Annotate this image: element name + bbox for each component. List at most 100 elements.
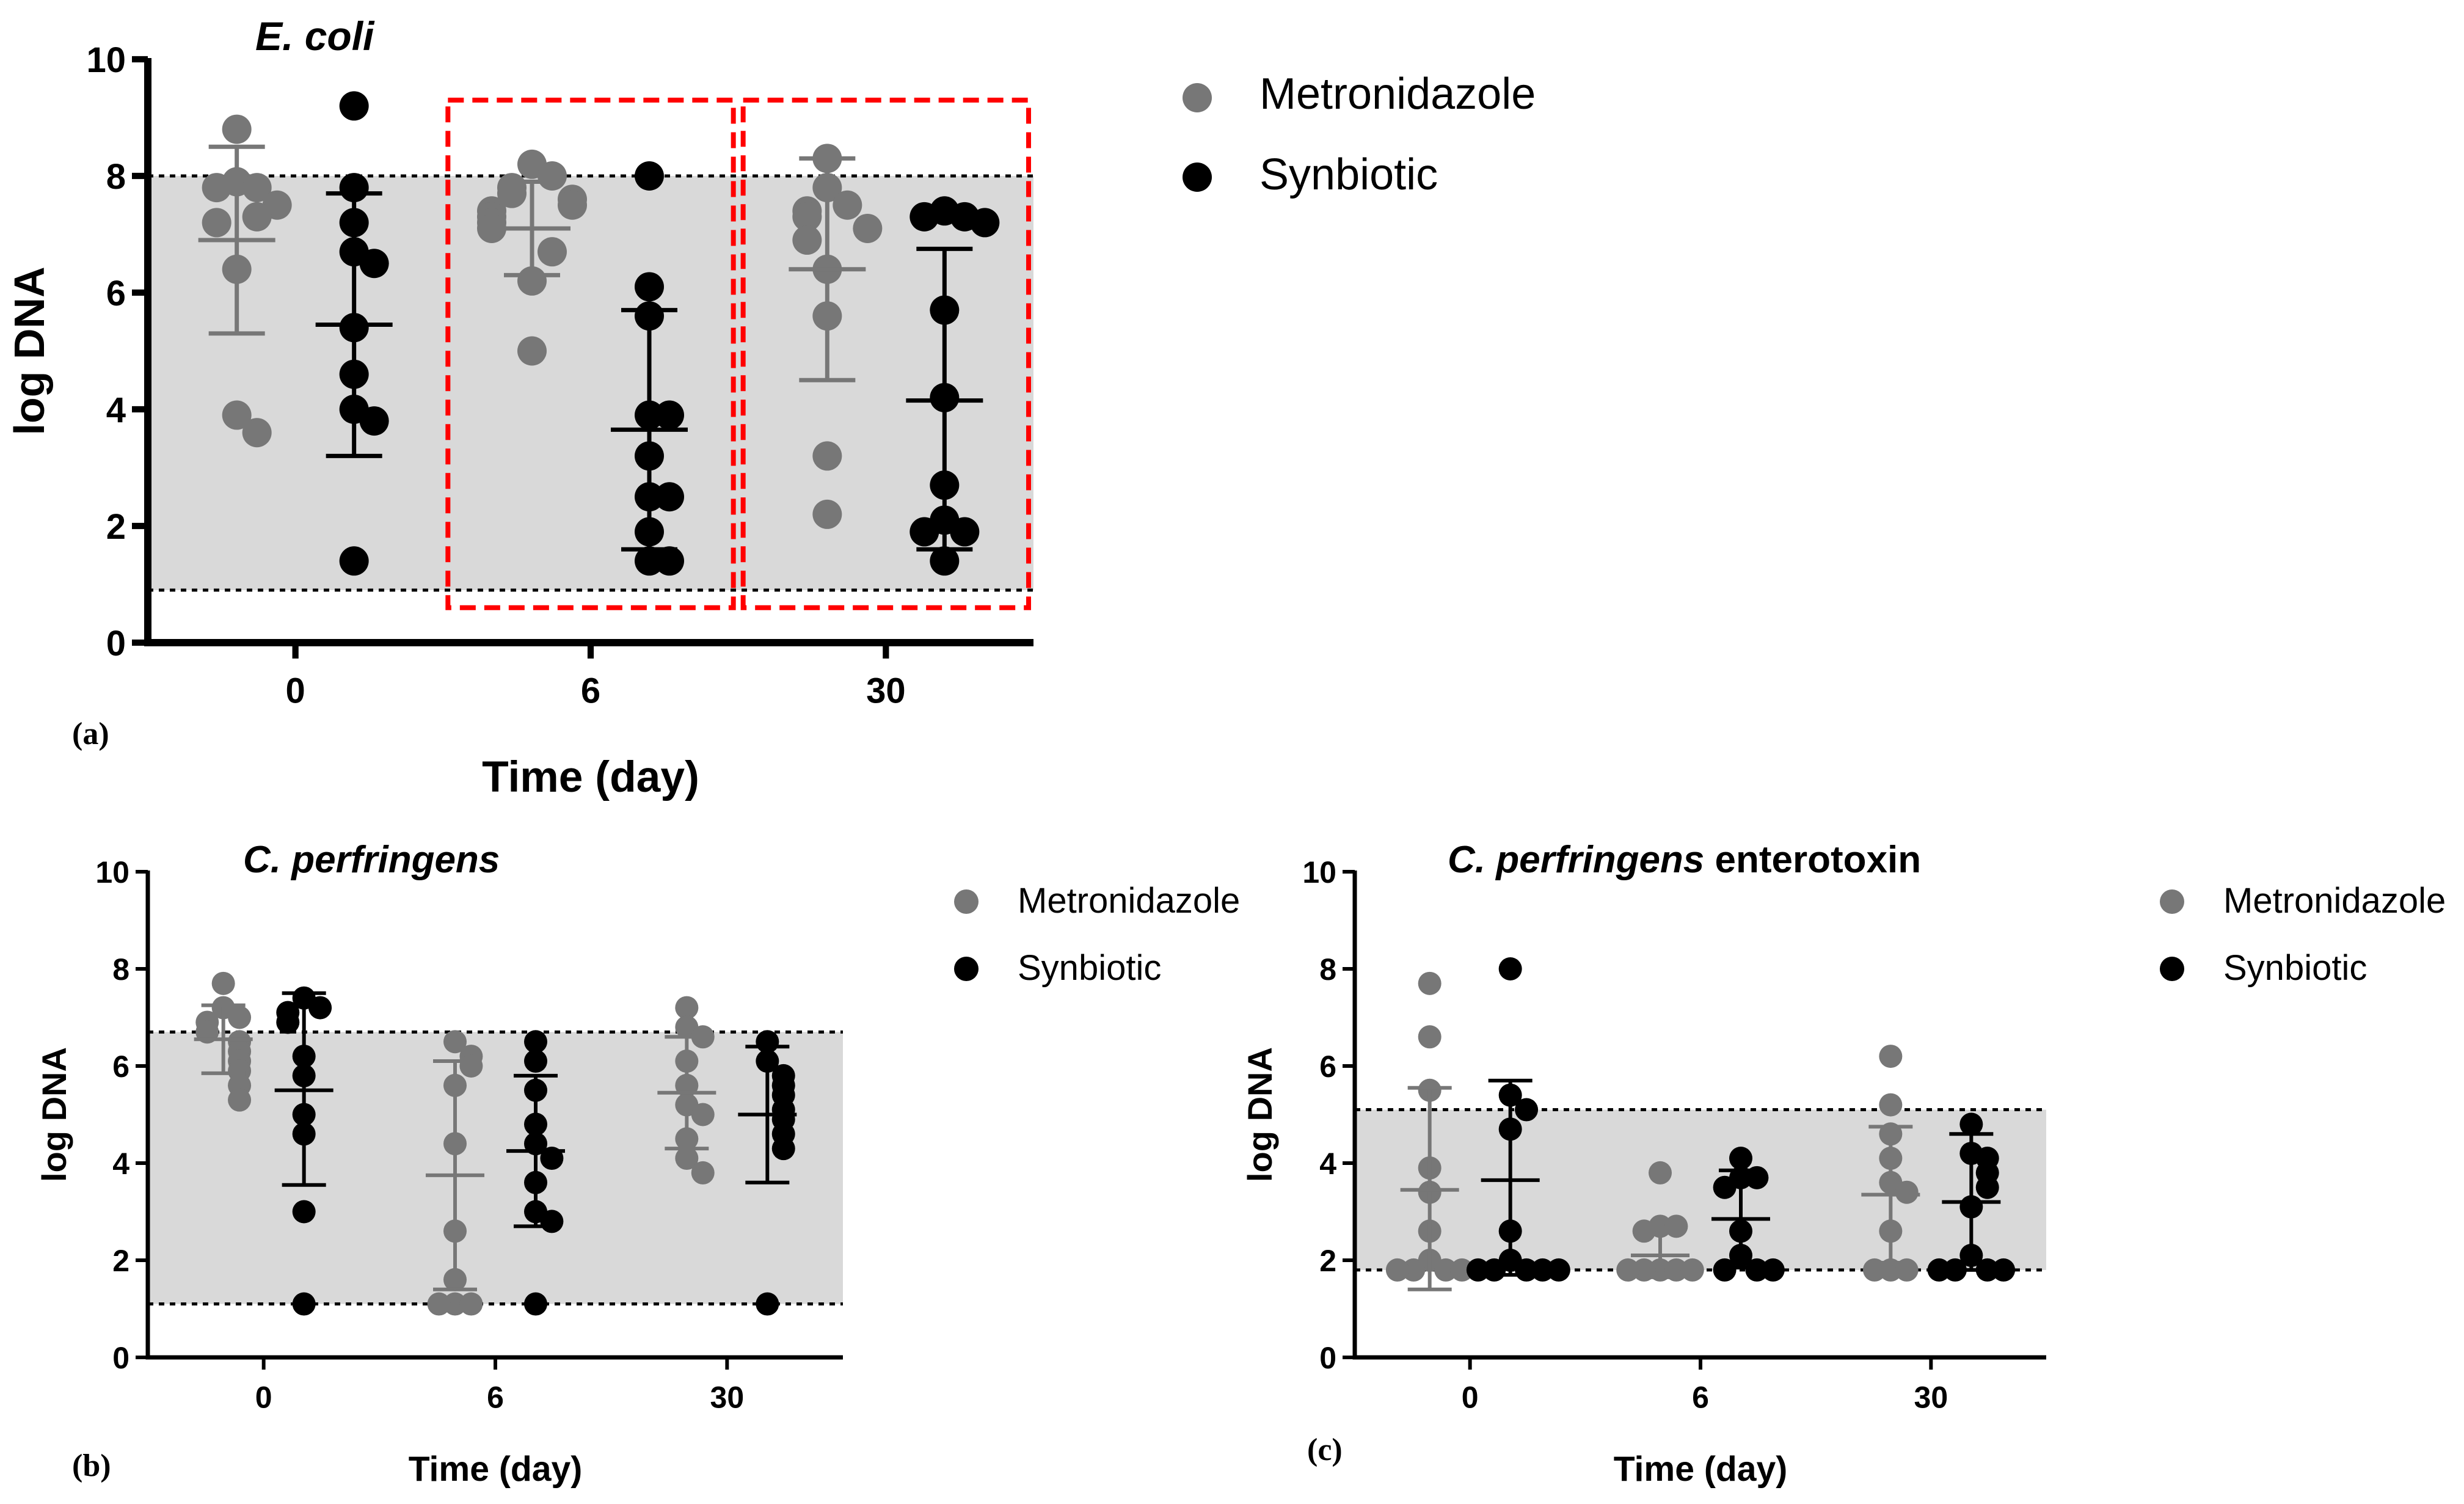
panel-a-e-coli: (a) Metronidazole Synbiotic 0 2 4 6 8 10 0 6 30 l… xyxy=(5,13,1536,801)
y-tick-label-6: 6 xyxy=(1319,1050,1336,1084)
synbiotic-point-day6-8 xyxy=(1761,1258,1785,1282)
chart-title: E. coli xyxy=(255,13,375,59)
x-axis-label: Time (day) xyxy=(409,1450,583,1489)
x-tick-label-30: 30 xyxy=(710,1381,745,1415)
x-tick-label-6: 6 xyxy=(487,1381,504,1415)
synbiotic-point-day0-8 xyxy=(1531,1258,1555,1282)
metronidazole-point-day6-2 xyxy=(459,1054,483,1078)
chart-title-organism: E. coli xyxy=(255,13,375,59)
synbiotic-point-day30-2 xyxy=(909,202,939,232)
metronidazole-point-day6-12 xyxy=(517,336,547,366)
legend-a: Metronidazole Synbiotic xyxy=(1183,70,1536,199)
highlight-box-day-6 xyxy=(445,97,736,610)
y-tick-label-4: 4 xyxy=(112,1147,129,1181)
metronidazole-point-day6-1 xyxy=(538,161,567,191)
synbiotic-point-day6-8 xyxy=(540,1210,564,1233)
y-tick-label-0: 0 xyxy=(1319,1341,1336,1375)
synbiotic-point-day6-4 xyxy=(655,400,684,430)
metronidazole-point-day0-0 xyxy=(1418,971,1442,995)
synbiotic-point-day6-9 xyxy=(524,1292,547,1316)
reference-band xyxy=(148,1032,843,1304)
x-axis-label: Time (day) xyxy=(1614,1450,1788,1489)
synbiotic-point-day6-0 xyxy=(1729,1147,1752,1170)
metronidazole-point-day6-3 xyxy=(1632,1219,1656,1243)
y-tick-label-8: 8 xyxy=(1319,952,1336,987)
metronidazole-point-day30-6 xyxy=(792,225,822,255)
synbiotic-point-day30-4 xyxy=(1975,1175,1999,1199)
y-axis-label: log DNA xyxy=(35,1047,73,1182)
metronidazole-point-day6-7 xyxy=(443,1292,467,1316)
legend-c: Metronidazole Synbiotic xyxy=(2160,881,2446,988)
synbiotic-point-day0-9 xyxy=(339,546,369,576)
reference-band xyxy=(1355,1109,2046,1270)
panel-label-b: (b) xyxy=(72,1448,111,1483)
synbiotic-point-day6-3 xyxy=(1713,1175,1737,1199)
metronidazole-point-day0-1 xyxy=(1418,1025,1442,1049)
synbiotic-point-day30-8 xyxy=(771,1137,795,1161)
metronidazole-point-day0-0 xyxy=(211,971,235,995)
legend-a-metronidazole-label: Metronidazole xyxy=(1259,70,1536,119)
synbiotic-point-day6-7 xyxy=(655,482,684,512)
metronidazole-point-day30-9 xyxy=(691,1161,715,1185)
synbiotic-point-day30-10 xyxy=(930,546,960,576)
x-tick-label-0: 0 xyxy=(286,671,305,711)
synbiotic-point-day6-6 xyxy=(1745,1258,1769,1282)
legend-a-synbiotic-label: Synbiotic xyxy=(1259,150,1438,199)
metronidazole-point-day30-5 xyxy=(1895,1180,1919,1204)
metronidazole-point-day0-6 xyxy=(202,208,231,238)
x-tick-label-0: 0 xyxy=(255,1381,272,1415)
metronidazole-point-day30-0 xyxy=(675,996,699,1020)
metronidazole-point-day30-5 xyxy=(853,213,883,243)
legend-c-synbiotic-marker xyxy=(2160,957,2184,981)
metronidazole-point-day6-9 xyxy=(477,213,506,243)
legend-c-metronidazole-marker xyxy=(2160,889,2184,914)
metronidazole-point-day0-2 xyxy=(228,1006,252,1029)
y-tick-label-4: 4 xyxy=(106,390,126,430)
metronidazole-point-day30-4 xyxy=(792,202,822,232)
metronidazole-point-day6-8 xyxy=(1616,1258,1640,1282)
legend-a-synbiotic-marker xyxy=(1183,162,1212,192)
panel-c-c-perfringens-enterotoxin: (c) Metronidazole Synbiotic 0 2 4 6 8 10 0 6 30 l… xyxy=(1241,839,2446,1489)
synbiotic-point-day6-1 xyxy=(635,272,664,302)
metronidazole-point-day6-8 xyxy=(459,1292,483,1316)
y-tick-label-2: 2 xyxy=(112,1244,129,1278)
metronidazole-point-day30-6 xyxy=(691,1103,715,1126)
synbiotic-point-day30-0 xyxy=(1959,1112,1983,1136)
legend-b: Metronidazole Synbiotic xyxy=(954,881,1240,988)
metronidazole-point-day6-7 xyxy=(1680,1258,1704,1282)
y-tick-label-8: 8 xyxy=(112,952,129,987)
metronidazole-point-day6-9 xyxy=(427,1292,451,1316)
metronidazole-point-day6-0 xyxy=(1649,1161,1672,1185)
chart-title-organism: C. perfringens xyxy=(1448,839,1704,881)
y-tick-label-0: 0 xyxy=(106,624,126,663)
synbiotic-point-day0-0 xyxy=(1498,957,1522,980)
x-tick-label-6: 6 xyxy=(581,671,600,711)
reference-band xyxy=(148,176,1033,591)
chart-title: C. perfringens enterotoxin xyxy=(1448,839,1921,881)
synbiotic-point-day6-1 xyxy=(524,1050,547,1073)
panel-label-c: (c) xyxy=(1307,1433,1343,1467)
legend-b-metronidazole-marker xyxy=(954,889,979,914)
metronidazole-point-day30-2 xyxy=(833,190,862,220)
y-tick-label-6: 6 xyxy=(112,1050,129,1084)
synbiotic-point-day6-10 xyxy=(655,546,684,576)
chart-title-organism: C. perfringens xyxy=(243,839,500,881)
metronidazole-point-day0-0 xyxy=(222,114,252,144)
synbiotic-point-day0-8 xyxy=(292,1200,316,1224)
legend-b-metronidazole-label: Metronidazole xyxy=(1018,881,1240,921)
metronidazole-point-day0-7 xyxy=(1434,1258,1458,1282)
x-tick-label-0: 0 xyxy=(1462,1381,1479,1415)
y-tick-label-8: 8 xyxy=(106,157,126,197)
metronidazole-point-day6-10 xyxy=(538,237,567,267)
legend-b-synbiotic-label: Synbiotic xyxy=(1018,948,1161,988)
synbiotic-point-day30-3 xyxy=(970,208,1000,238)
synbiotic-point-day0-9 xyxy=(1466,1258,1490,1282)
x-tick-label-6: 6 xyxy=(1692,1381,1709,1415)
panel-label-a: (a) xyxy=(72,717,109,751)
metronidazole-point-day6-3 xyxy=(497,178,527,208)
metronidazole-point-day30-0 xyxy=(1879,1045,1903,1068)
legend-a-metronidazole-marker xyxy=(1183,83,1212,112)
synbiotic-point-day0-8 xyxy=(359,406,389,436)
synbiotic-point-day0-10 xyxy=(1547,1258,1570,1282)
